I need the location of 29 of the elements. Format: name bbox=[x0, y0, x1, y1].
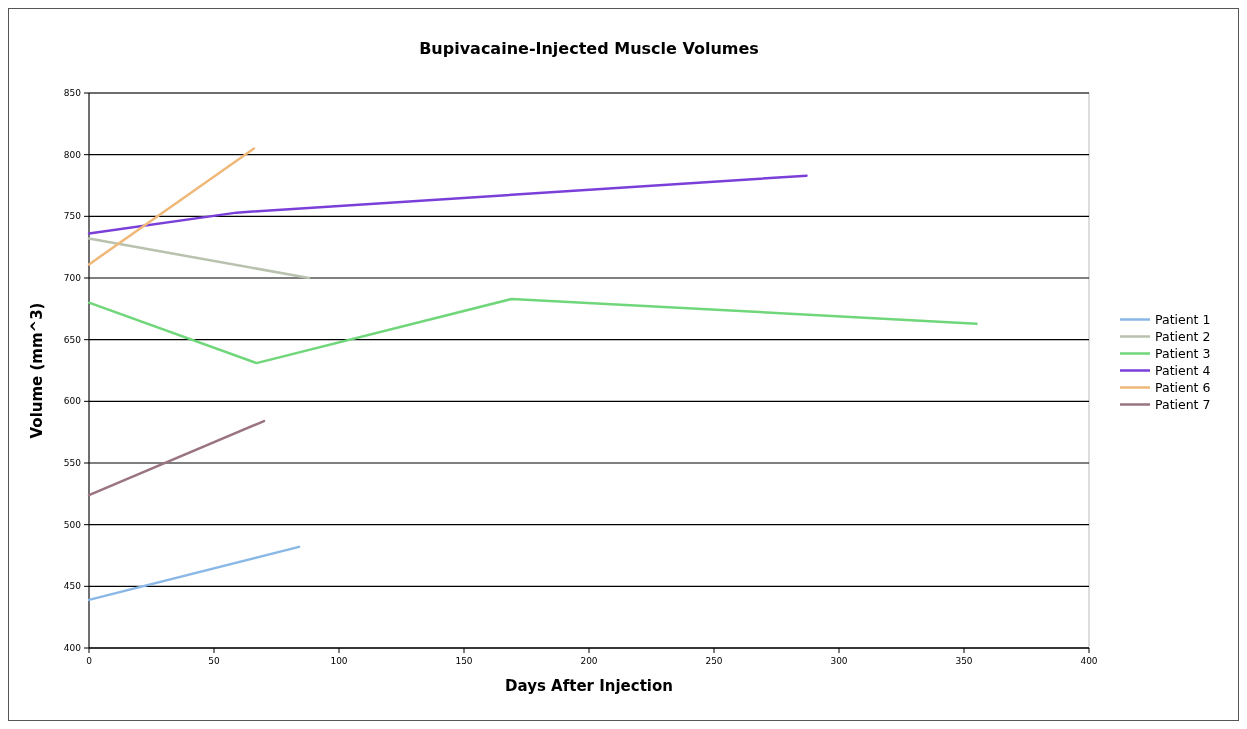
y-tick-label: 850 bbox=[63, 87, 82, 98]
x-tick-label: 350 bbox=[955, 656, 973, 666]
x-axis-title: Days After Injection bbox=[505, 677, 673, 695]
y-tick-label: 400 bbox=[63, 642, 82, 653]
x-tick-label: 50 bbox=[208, 656, 220, 666]
x-tick-label: 250 bbox=[705, 656, 723, 666]
y-tick-label: 750 bbox=[63, 211, 82, 222]
legend-label: Patient 1 bbox=[1155, 311, 1211, 327]
y-tick-label: 800 bbox=[63, 149, 82, 160]
x-tick-label: 300 bbox=[830, 656, 848, 666]
y-axis-title: Volume (mm^3) bbox=[28, 302, 46, 439]
legend-label: Patient 3 bbox=[1155, 345, 1211, 361]
y-tick-label: 600 bbox=[63, 396, 82, 407]
legend-label: Patient 7 bbox=[1155, 396, 1211, 412]
x-tick-label: 400 bbox=[1080, 656, 1098, 666]
line-series bbox=[87, 297, 978, 365]
y-tick-label: 450 bbox=[63, 581, 82, 592]
x-tick-label: 150 bbox=[455, 656, 473, 666]
y-tick-label: 650 bbox=[63, 334, 82, 345]
legend-label: Patient 4 bbox=[1155, 362, 1211, 378]
chart-title: Bupivacaine-Injected Muscle Volumes bbox=[419, 39, 759, 58]
x-tick-label: 0 bbox=[86, 656, 93, 666]
legend-label: Patient 6 bbox=[1155, 379, 1211, 395]
legend-label: Patient 2 bbox=[1155, 328, 1211, 344]
x-tick-label: 200 bbox=[580, 656, 598, 666]
x-tick-label: 100 bbox=[330, 656, 348, 666]
y-tick-label: 700 bbox=[63, 272, 82, 283]
y-tick-label: 550 bbox=[63, 457, 82, 468]
y-tick-label: 500 bbox=[63, 519, 82, 530]
